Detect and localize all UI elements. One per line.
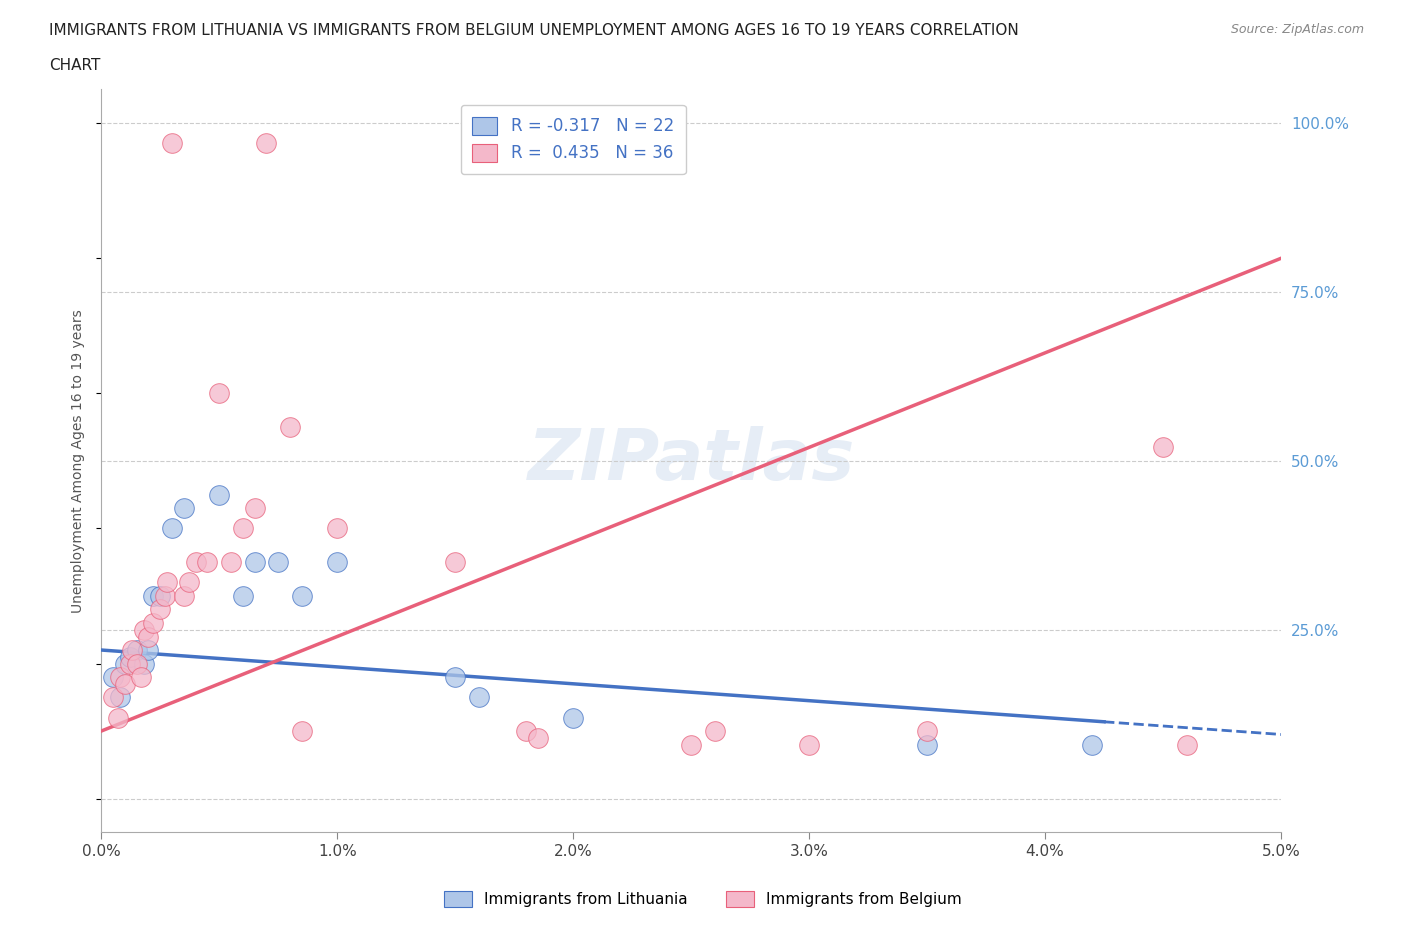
Point bbox=[291, 589, 314, 604]
Point bbox=[138, 629, 160, 644]
Point bbox=[254, 136, 277, 151]
Point bbox=[208, 386, 231, 401]
Point bbox=[132, 656, 155, 671]
Point bbox=[444, 670, 467, 684]
Text: ZIPatlas: ZIPatlas bbox=[527, 426, 855, 496]
Point bbox=[243, 555, 266, 570]
Point bbox=[1081, 737, 1104, 752]
Point bbox=[101, 690, 124, 705]
Point bbox=[156, 575, 179, 590]
Point bbox=[232, 521, 254, 536]
Legend: Immigrants from Lithuania, Immigrants from Belgium: Immigrants from Lithuania, Immigrants fr… bbox=[439, 884, 967, 913]
Point bbox=[160, 521, 183, 536]
Point bbox=[243, 500, 266, 515]
Point bbox=[153, 589, 176, 604]
Point bbox=[142, 589, 165, 604]
Text: CHART: CHART bbox=[49, 58, 101, 73]
Text: Source: ZipAtlas.com: Source: ZipAtlas.com bbox=[1230, 23, 1364, 36]
Point bbox=[291, 724, 314, 738]
Point bbox=[107, 711, 129, 725]
Point bbox=[915, 724, 938, 738]
Point bbox=[219, 555, 242, 570]
Point bbox=[797, 737, 820, 752]
Point bbox=[149, 602, 172, 617]
Point bbox=[468, 690, 491, 705]
Point bbox=[267, 555, 290, 570]
Point bbox=[131, 670, 153, 684]
Point bbox=[444, 555, 467, 570]
Text: IMMIGRANTS FROM LITHUANIA VS IMMIGRANTS FROM BELGIUM UNEMPLOYMENT AMONG AGES 16 : IMMIGRANTS FROM LITHUANIA VS IMMIGRANTS … bbox=[49, 23, 1019, 38]
Point bbox=[1152, 440, 1174, 455]
Legend: R = -0.317   N = 22, R =  0.435   N = 36: R = -0.317 N = 22, R = 0.435 N = 36 bbox=[461, 105, 686, 174]
Point bbox=[526, 730, 548, 745]
Point bbox=[121, 643, 143, 658]
Point bbox=[703, 724, 725, 738]
Y-axis label: Unemployment Among Ages 16 to 19 years: Unemployment Among Ages 16 to 19 years bbox=[72, 309, 86, 613]
Point bbox=[142, 616, 165, 631]
Point bbox=[101, 670, 124, 684]
Point bbox=[197, 555, 219, 570]
Point bbox=[118, 656, 141, 671]
Point bbox=[132, 622, 155, 637]
Point bbox=[681, 737, 703, 752]
Point bbox=[232, 589, 254, 604]
Point bbox=[326, 555, 349, 570]
Point bbox=[108, 670, 131, 684]
Point bbox=[108, 690, 131, 705]
Point bbox=[208, 487, 231, 502]
Point bbox=[326, 521, 349, 536]
Point bbox=[125, 643, 148, 658]
Point bbox=[114, 676, 136, 691]
Point bbox=[125, 656, 148, 671]
Point bbox=[160, 136, 183, 151]
Point bbox=[278, 419, 301, 434]
Point bbox=[173, 500, 195, 515]
Point bbox=[118, 649, 141, 664]
Point bbox=[1175, 737, 1198, 752]
Point bbox=[177, 575, 200, 590]
Point bbox=[114, 656, 136, 671]
Point bbox=[138, 643, 160, 658]
Point bbox=[915, 737, 938, 752]
Point bbox=[515, 724, 537, 738]
Point bbox=[562, 711, 585, 725]
Point bbox=[173, 589, 195, 604]
Point bbox=[184, 555, 207, 570]
Point bbox=[149, 589, 172, 604]
